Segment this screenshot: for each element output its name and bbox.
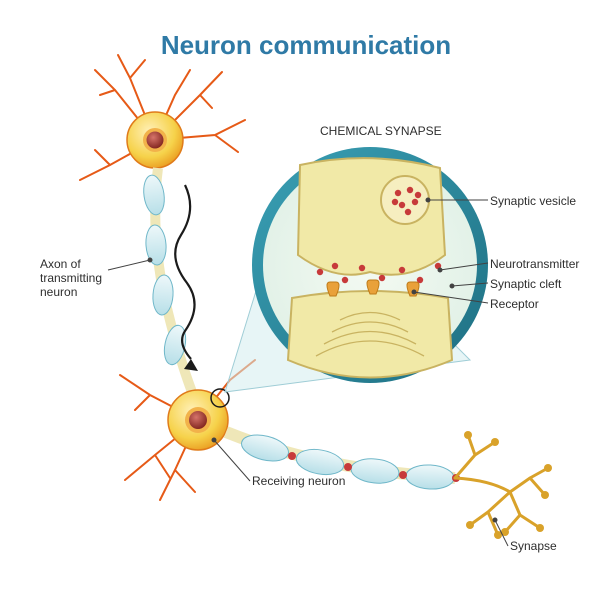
neuron1-nucleus — [147, 132, 164, 149]
label-vesicle: Synaptic vesicle — [490, 195, 576, 209]
label-axon: Axon oftransmittingneuron — [40, 258, 102, 299]
label-chem-header: CHEMICAL SYNAPSE — [320, 125, 442, 139]
label-synapse: Synapse — [510, 540, 557, 554]
label-neurotrans: Neurotransmitter — [490, 258, 579, 272]
axon-terminal — [455, 431, 552, 539]
label-receptor: Receptor — [490, 298, 539, 312]
synaptic-vesicle — [381, 176, 429, 224]
postsynaptic-terminal — [288, 291, 452, 378]
label-receiving: Receiving neuron — [252, 475, 345, 489]
label-cleft: Synaptic cleft — [490, 278, 561, 292]
chemical-synapse-magnifier — [252, 147, 488, 383]
neuron2-nucleus — [189, 411, 207, 429]
diagram-canvas: { "title": { "text": "Neuron communicati… — [0, 0, 612, 612]
